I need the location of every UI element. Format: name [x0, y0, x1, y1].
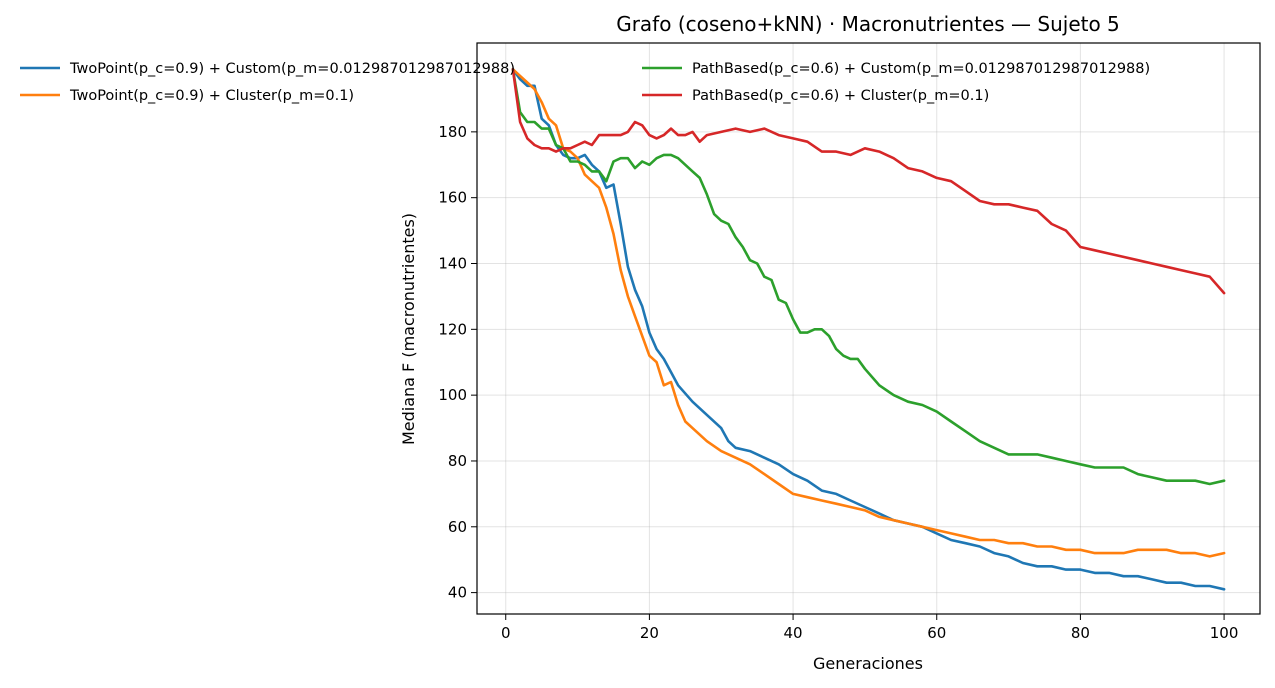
x-axis: 0 20 40 60 80 100	[501, 614, 1238, 642]
legend-label-2: TwoPoint(p_c=0.9) + Cluster(p_m=0.1)	[69, 88, 354, 104]
x-tick-label: 40	[784, 624, 803, 642]
x-tick-label: 80	[1071, 624, 1090, 642]
legend-label-4: PathBased(p_c=0.6) + Cluster(p_m=0.1)	[692, 88, 989, 104]
plot-frame	[476, 42, 1261, 615]
plot-background	[477, 43, 1260, 614]
series-line-2	[511, 68, 1226, 558]
series-lines	[511, 68, 1226, 591]
y-tick-label: 140	[438, 255, 467, 273]
y-tick-label: 120	[438, 320, 467, 338]
y-axis: 40 60 80 100 120 140 160 180	[438, 123, 477, 602]
x-tick-label: 60	[927, 624, 946, 642]
y-tick-label: 100	[438, 386, 467, 404]
grid	[477, 43, 1260, 614]
x-tick-label: 20	[640, 624, 659, 642]
legend-label-3: PathBased(p_c=0.6) + Custom(p_m=0.012987…	[692, 61, 1150, 77]
series-line-3	[511, 68, 1226, 486]
y-tick-label: 80	[448, 452, 467, 470]
legend: TwoPoint(p_c=0.9) + Custom(p_m=0.0129870…	[20, 61, 1150, 104]
y-tick-label: 160	[438, 189, 467, 207]
y-tick-label: 60	[448, 518, 467, 536]
chart-title: Grafo (coseno+kNN) · Macronutrientes — S…	[616, 12, 1120, 36]
y-tick-label: 180	[438, 123, 467, 141]
series-line-1	[511, 68, 1226, 591]
x-tick-label: 0	[501, 624, 511, 642]
x-tick-label: 100	[1210, 624, 1239, 642]
legend-label-1: TwoPoint(p_c=0.9) + Custom(p_m=0.0129870…	[69, 61, 515, 77]
y-axis-label: Mediana F (macronutrientes)	[399, 213, 418, 445]
y-tick-label: 40	[448, 584, 467, 602]
series-line-4	[511, 68, 1226, 295]
x-axis-label: Generaciones	[813, 654, 923, 673]
